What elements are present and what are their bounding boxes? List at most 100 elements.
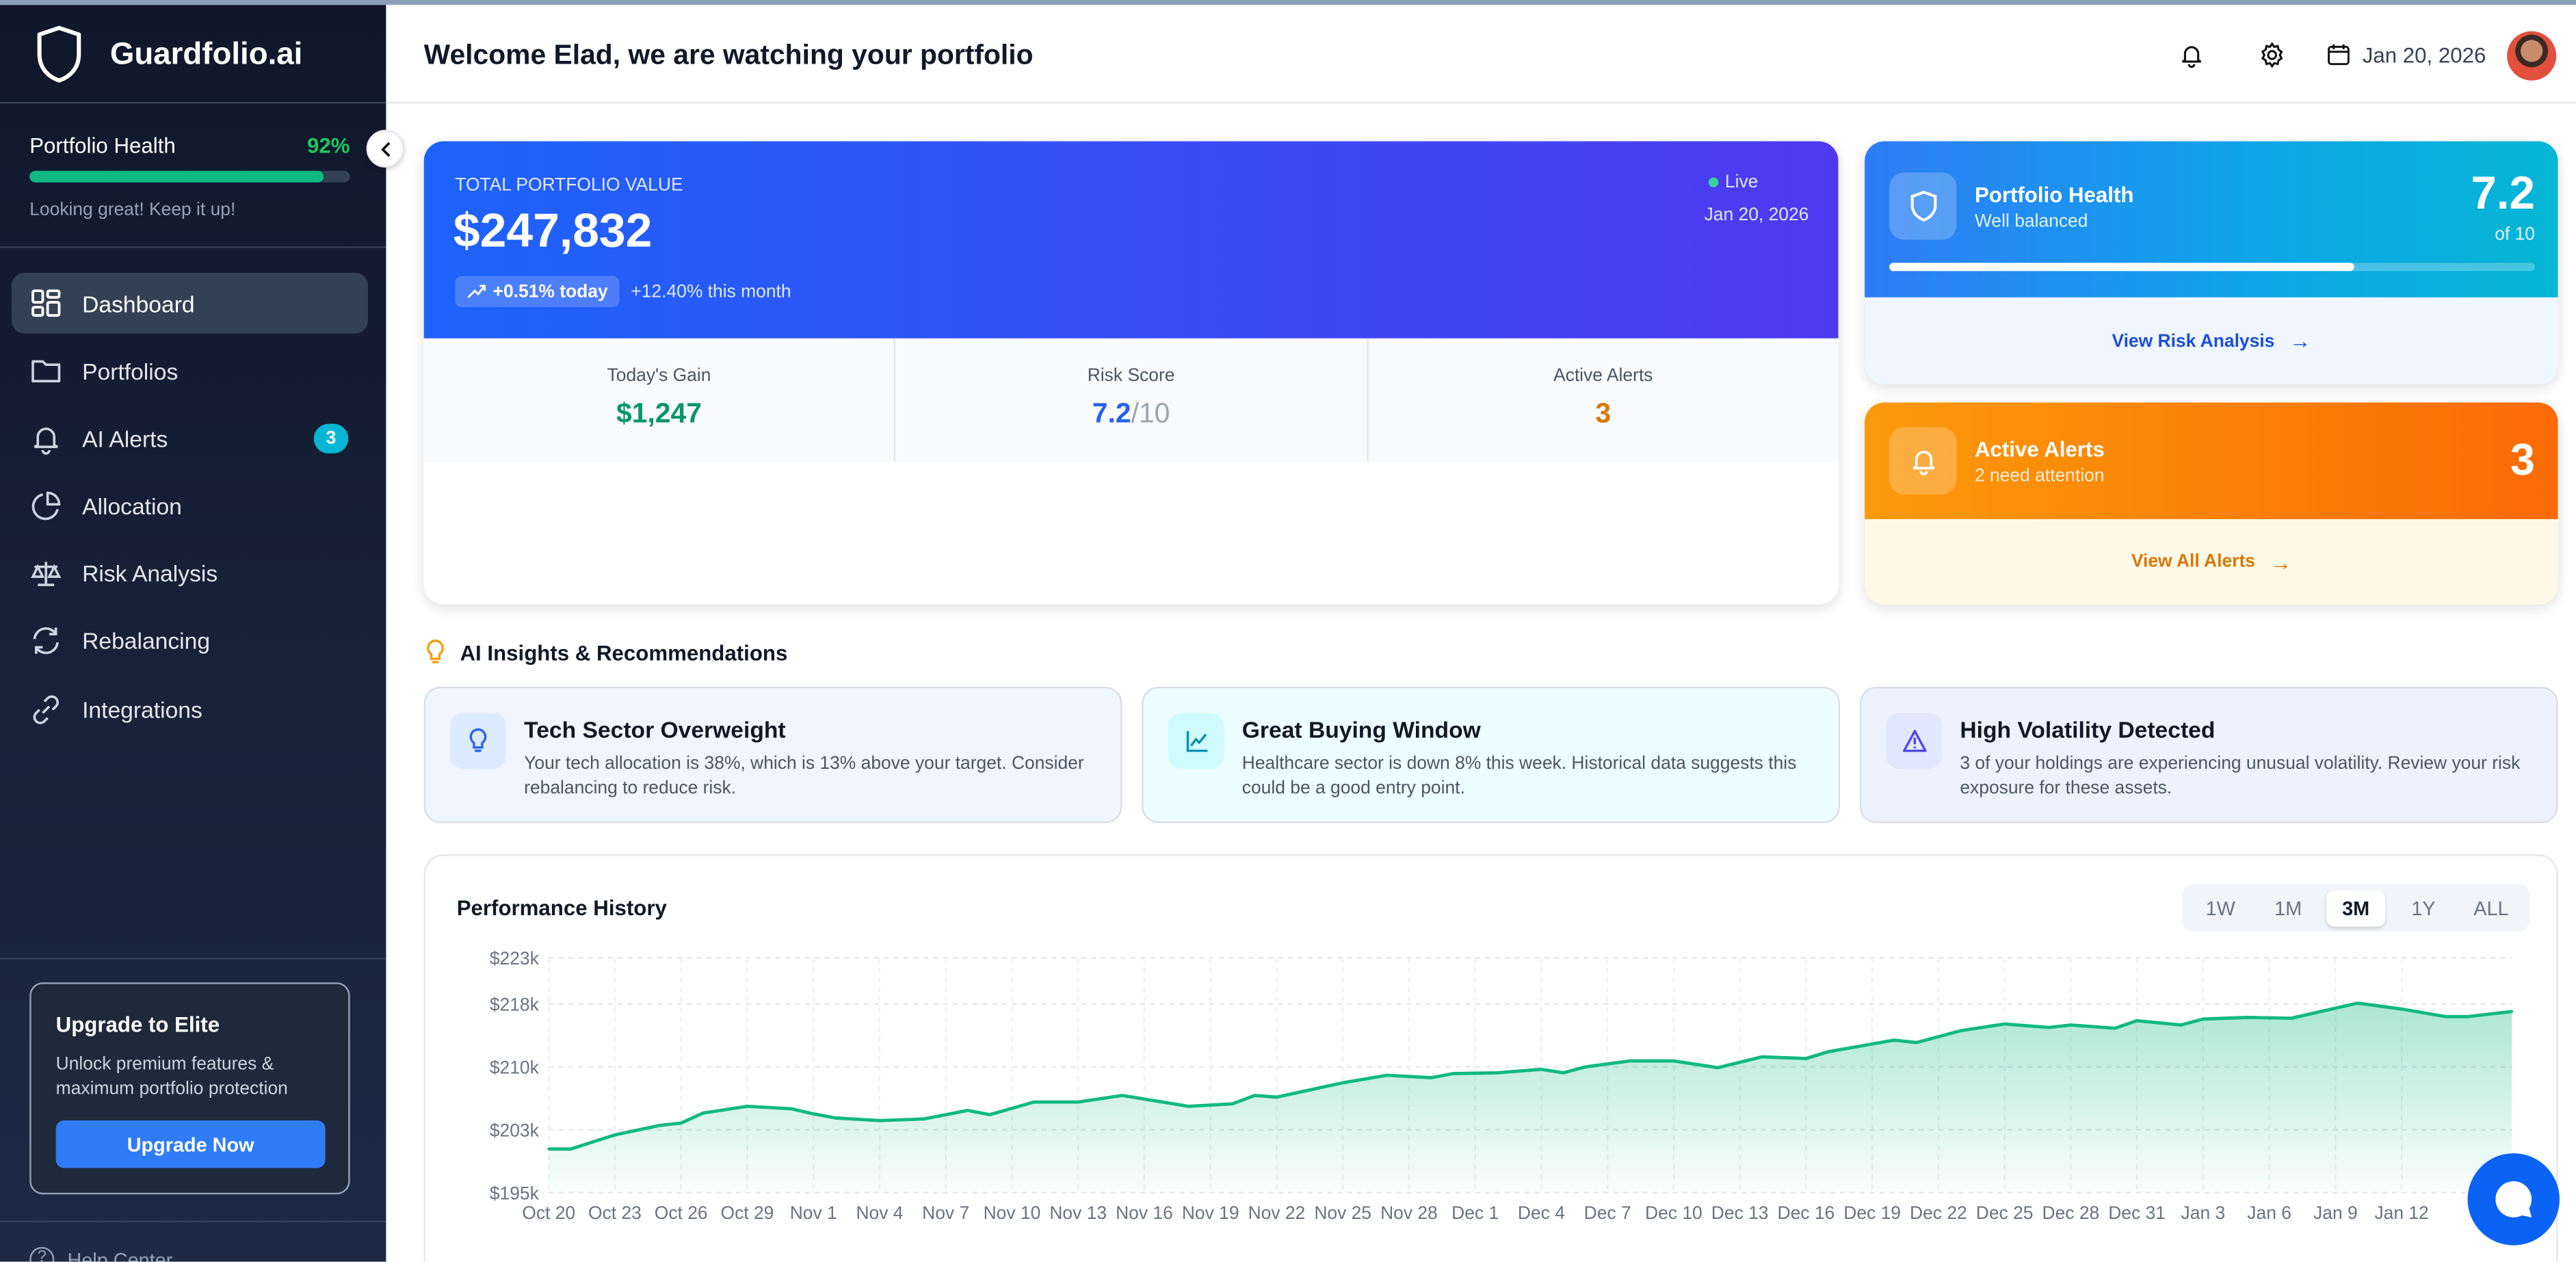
data-point: [702, 1112, 705, 1115]
settings-gear-icon[interactable]: [2259, 41, 2285, 69]
stat-label: Active Alerts: [1553, 366, 1653, 386]
data-point: [2246, 1016, 2249, 1019]
health-card-title: Portfolio Health: [1974, 182, 2134, 207]
range-3m-button[interactable]: 3M: [2326, 889, 2386, 926]
data-point: [1451, 1072, 1455, 1075]
brand-name[interactable]: Guardfolio.ai: [109, 38, 303, 73]
stat-label: Today's Gain: [607, 366, 711, 386]
data-point: [2289, 1016, 2293, 1020]
calendar-icon: [2328, 44, 2350, 66]
x-tick-label: Dec 31: [2108, 1202, 2166, 1223]
y-tick-label: $203k: [490, 1120, 540, 1140]
data-point: [1583, 1065, 1587, 1068]
data-point: [1275, 1095, 1278, 1099]
data-point: [1495, 1071, 1499, 1075]
user-avatar[interactable]: [2507, 31, 2557, 81]
range-1w-button[interactable]: 1W: [2205, 896, 2235, 919]
help-icon: ?: [29, 1246, 55, 1262]
x-tick-label: Jan 6: [2247, 1202, 2291, 1223]
insight-title: High Volatility Detected: [1960, 716, 2216, 743]
header-date: Jan 20, 2026: [2362, 42, 2486, 68]
insights-title: AI Insights & Recommendations: [460, 640, 788, 665]
range-1y-button[interactable]: 1Y: [2411, 896, 2436, 919]
today-change-badge: +0.51% today: [455, 276, 620, 308]
sidebar-item-allocation[interactable]: Allocation: [12, 475, 368, 536]
portfolio-health-card: Portfolio Health Well balanced 7.2 of 10…: [1865, 141, 2558, 385]
insight-text: Your tech allocation is 38%, which is 13…: [524, 754, 1084, 799]
scale-icon: [31, 561, 62, 586]
x-tick-label: Nov 4: [856, 1202, 903, 1223]
stat-active-alerts: Active Alerts 3: [1368, 339, 1839, 462]
data-point: [2466, 1015, 2469, 1018]
help-center-link[interactable]: ? Help Center: [29, 1246, 172, 1262]
range-1m-button[interactable]: 1M: [2274, 896, 2302, 919]
insight-title: Tech Sector Overweight: [524, 716, 786, 743]
sidebar-item-ai-alerts[interactable]: AI Alerts 3: [12, 408, 368, 469]
data-point: [2135, 1019, 2139, 1023]
sidebar-item-portfolios[interactable]: Portfolios: [12, 340, 368, 401]
view-risk-analysis-link[interactable]: View Risk Analysis →: [1865, 298, 2558, 384]
chat-bubble-icon: [2495, 1181, 2532, 1218]
sidebar-item-risk-analysis[interactable]: Risk Analysis: [12, 542, 368, 603]
x-tick-label: Dec 10: [1645, 1202, 1703, 1223]
arrow-right-icon: →: [2289, 328, 2311, 354]
data-point: [547, 1148, 551, 1151]
insight-title: Great Buying Window: [1241, 716, 1481, 743]
insights-heading: AI Insights & Recommendations: [425, 639, 787, 665]
x-tick-label: Dec 28: [2042, 1202, 2100, 1223]
insight-card-tech-sector[interactable]: Tech Sector Overweight Your tech allocat…: [423, 686, 1122, 824]
sidebar-item-rebalancing[interactable]: Rebalancing: [12, 609, 368, 670]
stat-value: 3: [1595, 397, 1612, 429]
alerts-card-title: Active Alerts: [1974, 436, 2105, 462]
notifications-bell-icon[interactable]: [2179, 41, 2205, 69]
data-point: [790, 1107, 793, 1110]
range-all-button[interactable]: ALL: [2473, 896, 2509, 919]
sidebar: Guardfolio.ai Portfolio Health 92% Looki…: [0, 5, 386, 1262]
health-of: of 10: [2495, 225, 2535, 245]
data-point: [967, 1109, 969, 1112]
x-tick-label: Nov 22: [1248, 1202, 1306, 1223]
data-point: [2444, 1015, 2447, 1018]
insight-card-high-volatility[interactable]: High Volatility Detected 3 of your holdi…: [1859, 686, 2558, 824]
x-tick-label: Dec 1: [1451, 1202, 1499, 1223]
stat-risk-score: Risk Score 7.2/10: [896, 338, 1368, 462]
insight-card-buying-window[interactable]: Great Buying Window Healthcare sector is…: [1142, 686, 1841, 824]
sidebar-item-label: Dashboard: [82, 289, 195, 317]
data-point: [1826, 1050, 1830, 1053]
arrow-right-icon: →: [2270, 549, 2291, 575]
alerts-card-subtitle: 2 need attention: [1974, 466, 2105, 486]
x-tick-label: Dec 19: [1843, 1202, 1901, 1223]
sidebar-item-dashboard[interactable]: Dashboard: [11, 272, 369, 334]
data-point: [679, 1121, 683, 1125]
line-chart-icon: [1168, 713, 1224, 770]
data-point: [614, 1133, 616, 1136]
data-point: [878, 1119, 881, 1122]
data-point: [812, 1112, 815, 1116]
sidebar-item-integrations[interactable]: Integrations: [12, 679, 368, 739]
total-value: $247,832: [453, 205, 653, 259]
stat-label: Risk Score: [1087, 366, 1175, 386]
collapse-sidebar-button[interactable]: [366, 129, 404, 168]
x-tick-label: Nov 25: [1314, 1202, 1371, 1223]
warning-icon: [1886, 713, 1942, 770]
view-all-alerts-link[interactable]: View All Alerts →: [1865, 519, 2558, 605]
data-point: [1231, 1102, 1234, 1105]
sidebar-item-label: Portfolios: [82, 357, 179, 384]
y-tick-label: $210k: [490, 1057, 540, 1077]
x-tick-label: Dec 25: [1976, 1202, 2034, 1223]
divider: [0, 958, 386, 960]
data-point: [1077, 1101, 1080, 1104]
top-header: Welcome Elad, we are watching your portf…: [386, 5, 2576, 104]
page-title: Welcome Elad, we are watching your portf…: [423, 39, 1034, 71]
data-point: [1672, 1060, 1675, 1063]
range-selector: 1W 1M 3M 1Y ALL: [2181, 884, 2530, 932]
chat-widget-button[interactable]: [2467, 1153, 2560, 1246]
performance-title: Performance History: [456, 895, 667, 921]
data-point: [1540, 1068, 1543, 1071]
today-change: +0.51% today: [492, 281, 608, 302]
x-tick-label: Oct 26: [655, 1202, 708, 1223]
series-line: [549, 1001, 2512, 1151]
portfolio-value-card: TOTAL PORTFOLIO VALUE $247,832 +0.51% to…: [423, 141, 1839, 605]
x-tick-label: Oct 29: [721, 1202, 774, 1223]
upgrade-now-button[interactable]: Upgrade Now: [55, 1120, 326, 1168]
